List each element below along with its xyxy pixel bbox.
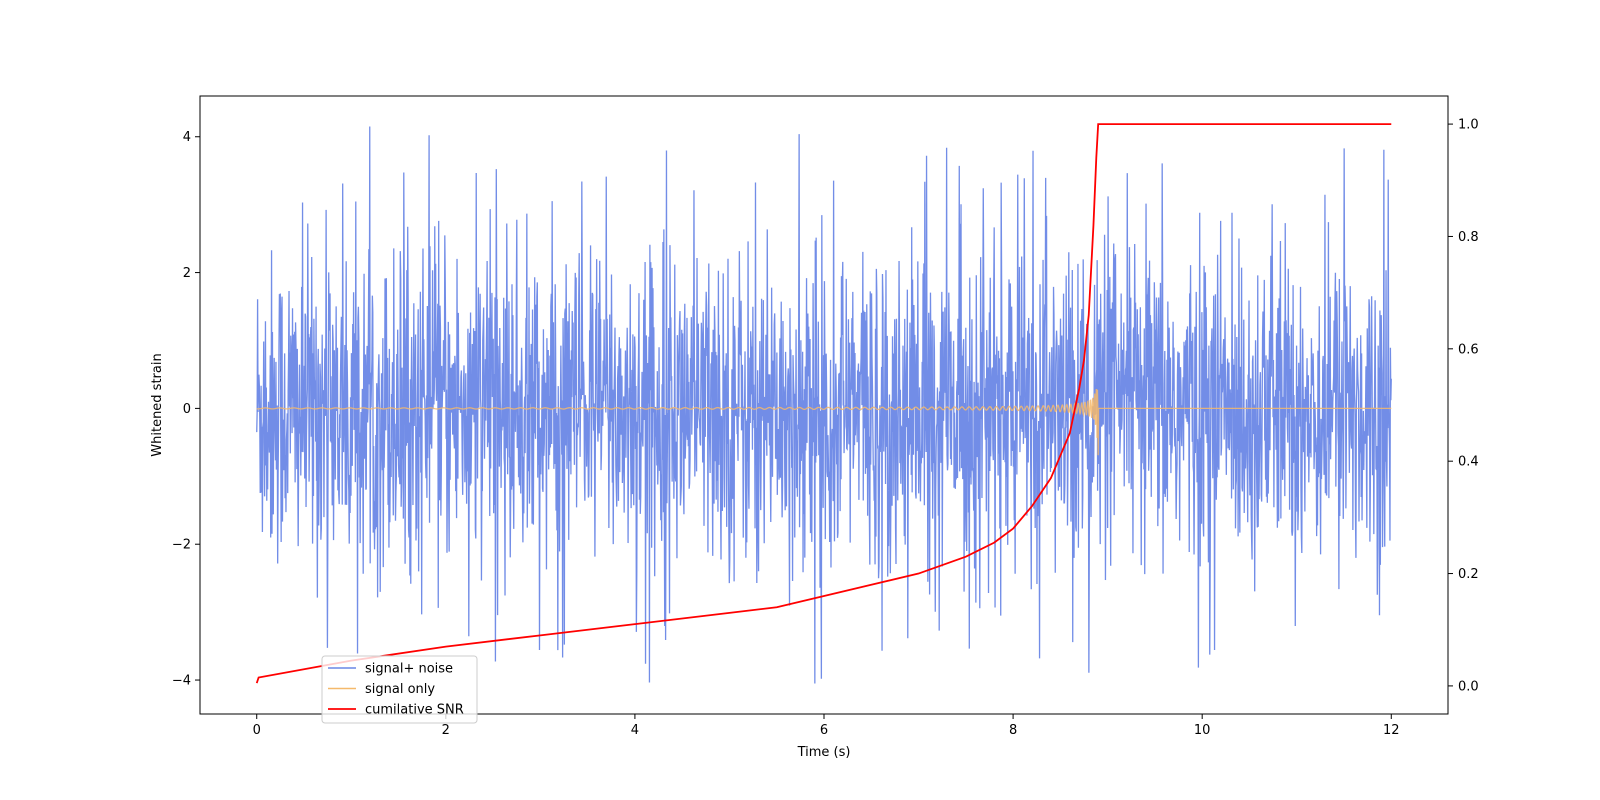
legend-label: signal+ noise (365, 662, 453, 677)
plot-area (255, 123, 1392, 684)
y2-tick-label: 0.2 (1458, 567, 1479, 582)
y-tick-label: 4 (183, 130, 191, 145)
y-axis-label: Whitened strain (150, 353, 165, 456)
y-axis-left: −4 −2 0 2 4 (172, 130, 200, 689)
legend-box (321, 655, 478, 724)
y2-tick-label: 0.4 (1458, 455, 1479, 470)
y2-tick-label: 1.0 (1458, 118, 1479, 133)
legend: signal+ noise signal only cumilative SNR (321, 655, 478, 724)
y-tick-label: 2 (183, 266, 191, 281)
legend-label: cumilative SNR (365, 703, 464, 718)
y-tick-label: −2 (172, 538, 191, 553)
series-cumulative-snr (255, 123, 1392, 684)
y2-tick-label: 0.8 (1458, 230, 1479, 245)
y-tick-label: 0 (183, 402, 191, 417)
y2-tick-label: 0.6 (1458, 342, 1479, 357)
y2-tick-label: 0.0 (1458, 679, 1479, 694)
legend-label: signal only (365, 682, 435, 697)
series-signal-noise (256, 126, 1392, 684)
x-tick-label: 4 (631, 723, 639, 738)
series-signal-only (256, 388, 1392, 456)
x-tick-label: 12 (1383, 723, 1400, 738)
x-tick-label: 6 (820, 723, 828, 738)
y-tick-label: −4 (172, 674, 191, 689)
x-tick-label: 10 (1194, 723, 1211, 738)
x-tick-label: 8 (1009, 723, 1017, 738)
x-tick-label: 2 (442, 723, 450, 738)
y-axis-right: 0.0 0.2 0.4 0.6 0.8 1.0 (1448, 118, 1479, 694)
x-tick-label: 0 (253, 723, 261, 738)
x-axis-label: Time (s) (797, 745, 851, 760)
